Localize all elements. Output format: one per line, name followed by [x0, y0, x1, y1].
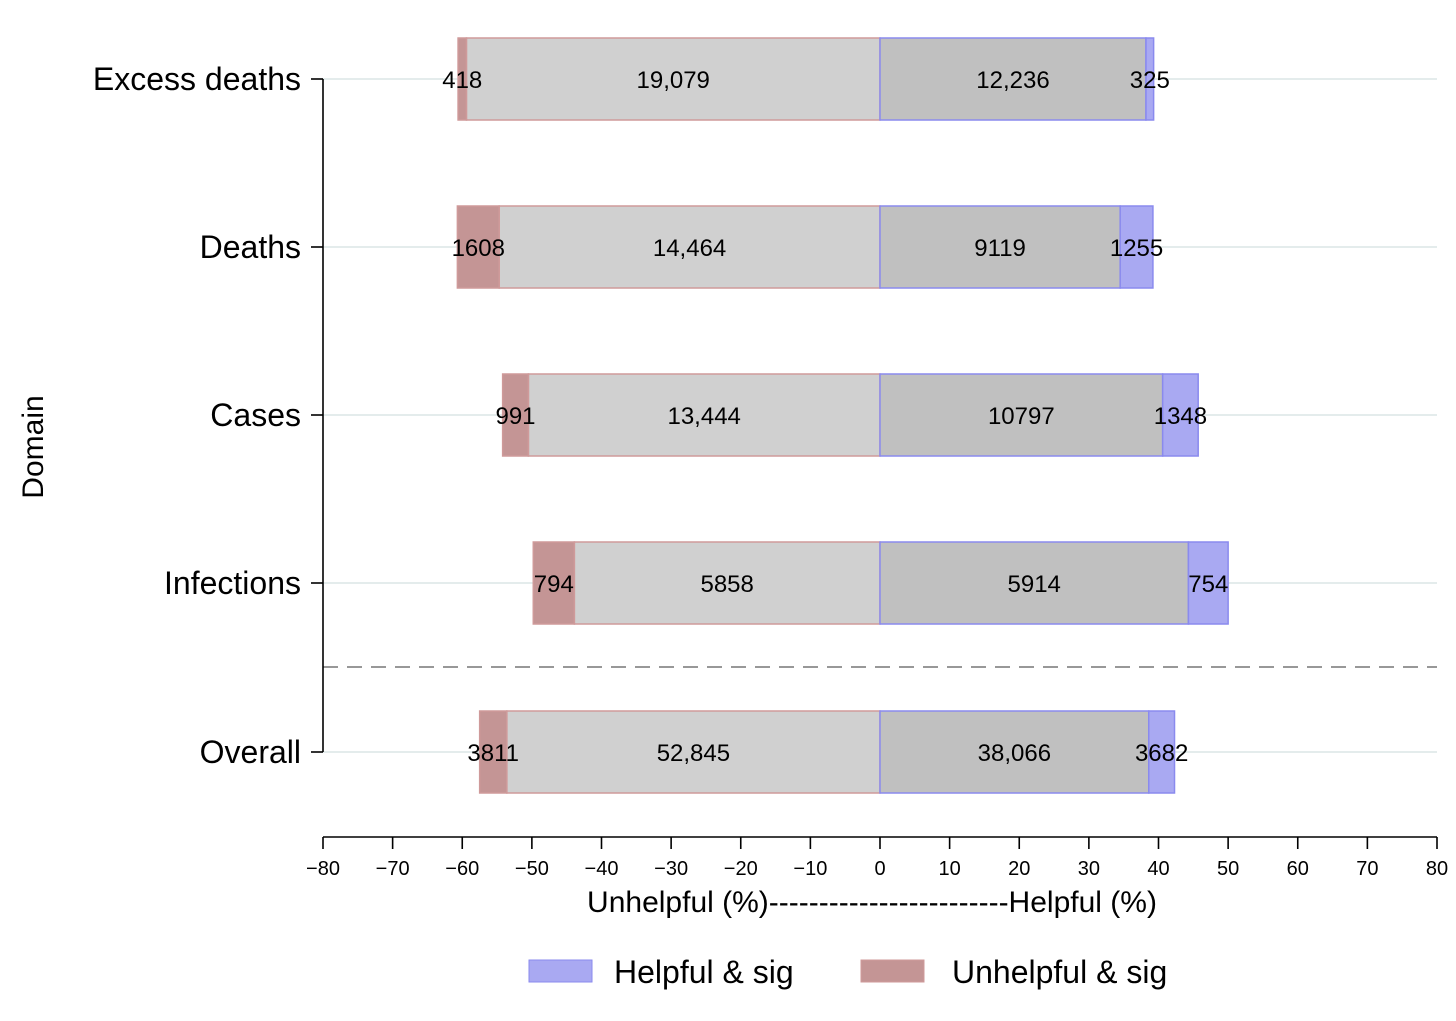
x-axis-title: Unhelpful (%)------------------------Hel… — [587, 886, 1157, 919]
bar-helpful-nonsig-overall — [879, 710, 1150, 794]
category-label-excess-deaths: Excess deaths — [93, 61, 301, 97]
label-helpful-sig-excess-deaths: 325 — [1130, 67, 1170, 94]
bar-unhelpful-sig-deaths — [456, 205, 500, 289]
y-axis-title: Domain — [17, 395, 50, 498]
bar-unhelpful-sig-excess-deaths — [457, 37, 468, 121]
category-label-infections: Infections — [164, 565, 301, 601]
bar-unhelpful-sig-infections — [532, 541, 576, 625]
bar-unhelpful-nonsig-deaths — [498, 205, 881, 289]
x-tick-label-10: 20 — [1008, 858, 1030, 880]
label-unhelpful-nonsig-infections: 5858 — [700, 571, 753, 598]
x-tick-label-16: 80 — [1426, 858, 1448, 880]
label-unhelpful-nonsig-excess-deaths: 19,079 — [637, 67, 710, 94]
label-helpful-sig-overall: 3682 — [1135, 740, 1188, 767]
x-tick-label-9: 10 — [939, 858, 961, 880]
label-unhelpful-sig-excess-deaths: 418 — [442, 67, 482, 94]
label-unhelpful-nonsig-cases: 13,444 — [667, 403, 740, 430]
label-unhelpful-sig-deaths: 1608 — [452, 235, 505, 262]
bar-helpful-sig-infections — [1187, 541, 1229, 625]
label-helpful-nonsig-overall: 38,066 — [978, 740, 1051, 767]
x-tick-label-2: −60 — [445, 858, 479, 880]
bar-helpful-sig-deaths — [1119, 205, 1154, 289]
x-tick-label-7: −10 — [793, 858, 827, 880]
x-tick-label-12: 40 — [1147, 858, 1169, 880]
label-helpful-nonsig-excess-deaths: 12,236 — [976, 67, 1049, 94]
x-tick-label-11: 30 — [1078, 858, 1100, 880]
label-helpful-nonsig-infections: 5914 — [1008, 571, 1061, 598]
bars — [456, 37, 1229, 794]
bar-unhelpful-sig-overall — [478, 710, 508, 794]
x-tick-label-3: −50 — [515, 858, 549, 880]
bar-unhelpful-nonsig-overall — [506, 710, 881, 794]
bar-helpful-nonsig-infections — [879, 541, 1190, 625]
legend-label-helpful-sig: Helpful & sig — [614, 954, 794, 990]
x-tick-label-5: −30 — [654, 858, 688, 880]
legend: Helpful & sig Unhelpful & sig — [528, 954, 1167, 990]
label-helpful-nonsig-cases: 10797 — [988, 403, 1055, 430]
x-tick-label-8: 0 — [874, 858, 885, 880]
x-tick-label-15: 70 — [1356, 858, 1378, 880]
x-tick-label-6: −20 — [724, 858, 758, 880]
legend-label-unhelpful-sig: Unhelpful & sig — [952, 954, 1167, 990]
bar-helpful-sig-cases — [1161, 373, 1199, 457]
legend-swatch-helpful-sig — [528, 959, 593, 983]
bar-helpful-sig-overall — [1148, 710, 1176, 794]
x-tick-label-1: −70 — [376, 858, 410, 880]
category-label-deaths: Deaths — [200, 229, 301, 265]
x-axis — [322, 836, 1438, 849]
label-helpful-sig-infections: 754 — [1188, 571, 1228, 598]
x-tick-label-4: −40 — [585, 858, 619, 880]
category-label-cases: Cases — [210, 397, 301, 433]
bar-helpful-nonsig-cases — [879, 373, 1164, 457]
label-unhelpful-sig-infections: 794 — [534, 571, 574, 598]
bar-helpful-nonsig-deaths — [879, 205, 1121, 289]
label-unhelpful-sig-cases: 991 — [495, 403, 535, 430]
y-axis — [311, 78, 324, 753]
legend-swatch-unhelpful-sig — [860, 959, 925, 983]
category-label-overall: Overall — [200, 734, 301, 770]
bar-unhelpful-sig-cases — [501, 373, 530, 457]
bar-helpful-sig-excess-deaths — [1145, 37, 1155, 121]
label-unhelpful-nonsig-overall: 52,845 — [657, 740, 730, 767]
label-unhelpful-nonsig-deaths: 14,464 — [653, 235, 726, 262]
bar-unhelpful-nonsig-excess-deaths — [465, 37, 881, 121]
label-unhelpful-sig-overall: 3811 — [467, 740, 519, 767]
label-helpful-nonsig-deaths: 9119 — [974, 235, 1026, 262]
x-tick-label-14: 60 — [1287, 858, 1309, 880]
x-tick-label-0: −80 — [306, 858, 340, 880]
x-tick-label-13: 50 — [1217, 858, 1239, 880]
data-labels: 418 19,079 12,236 325 1608 14,464 9119 1255 991 1… — [442, 67, 1228, 767]
label-helpful-sig-cases: 1348 — [1154, 403, 1207, 430]
y-tick-labels: Excess deaths Deaths Cases Infections Overal… — [93, 61, 301, 770]
label-helpful-sig-deaths: 1255 — [1110, 235, 1163, 262]
bar-unhelpful-nonsig-infections — [573, 541, 881, 625]
bar-helpful-nonsig-excess-deaths — [879, 37, 1147, 121]
x-tick-labels: −80 −70 −60 −50 −40 −30 −20 −10 0 10 20 30 40 50 60 70 8… — [306, 858, 1448, 880]
